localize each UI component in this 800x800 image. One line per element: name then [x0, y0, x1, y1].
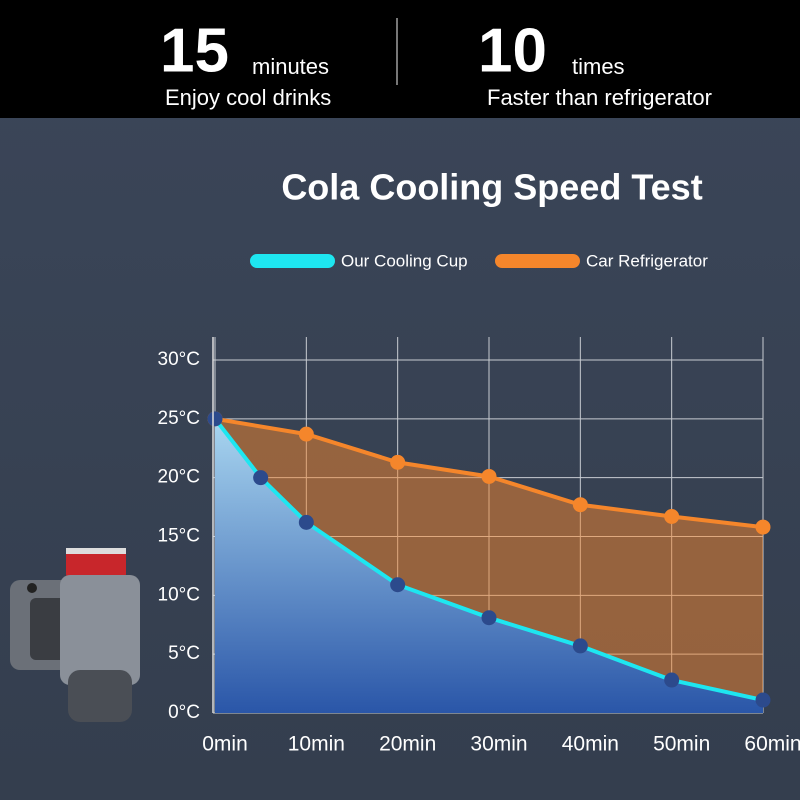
data-point	[572, 638, 588, 654]
x-tick-label: 50min	[653, 733, 710, 756]
x-tick-label: 20min	[379, 733, 436, 756]
legend-swatch	[250, 254, 335, 268]
header-caption: Faster than refrigerator	[487, 85, 712, 110]
header-number: 10	[478, 16, 547, 85]
header-unit: minutes	[252, 54, 329, 79]
chart: 0°C 5°C 10°C 15°C 20°C 25°C 30°C 0min 10min 20min…	[158, 251, 800, 755]
data-point	[207, 411, 223, 427]
header-number: 15	[160, 16, 229, 85]
y-tick-label: 30°C	[158, 349, 200, 370]
x-tick-label: 30min	[470, 733, 527, 756]
data-point	[755, 692, 771, 708]
area	[215, 418, 763, 713]
y-tick-label: 10°C	[158, 584, 200, 605]
x-tick-label: 0min	[202, 733, 248, 756]
y-tick-label: 0°C	[168, 702, 200, 723]
data-point	[481, 468, 497, 484]
data-point	[572, 497, 588, 513]
y-tick-label: 5°C	[168, 643, 200, 664]
header-caption: Enjoy cool drinks	[165, 85, 331, 110]
y-tick-label: 15°C	[158, 526, 200, 547]
data-point	[755, 519, 771, 535]
x-tick-label: 40min	[562, 733, 619, 756]
data-point	[253, 470, 269, 486]
x-tick-label: 60min	[744, 733, 800, 756]
data-point	[664, 508, 680, 524]
y-tick-label: 20°C	[158, 467, 200, 488]
data-point	[390, 454, 406, 470]
data-point	[298, 514, 314, 530]
chart-title: Cola Cooling Speed Test	[281, 167, 702, 208]
data-point	[298, 426, 314, 442]
data-point	[390, 577, 406, 593]
y-tick-label: 25°C	[158, 408, 200, 429]
product-image	[10, 548, 140, 722]
legend-label: Our Cooling Cup	[341, 251, 468, 270]
header-unit: times	[572, 54, 625, 79]
series-line	[213, 417, 764, 703]
data-point	[481, 610, 497, 626]
legend-swatch	[495, 254, 580, 268]
x-tick-label: 10min	[288, 733, 345, 756]
legend-label: Car Refrigerator	[586, 251, 708, 270]
data-point	[664, 672, 680, 688]
header-bar	[0, 0, 800, 118]
